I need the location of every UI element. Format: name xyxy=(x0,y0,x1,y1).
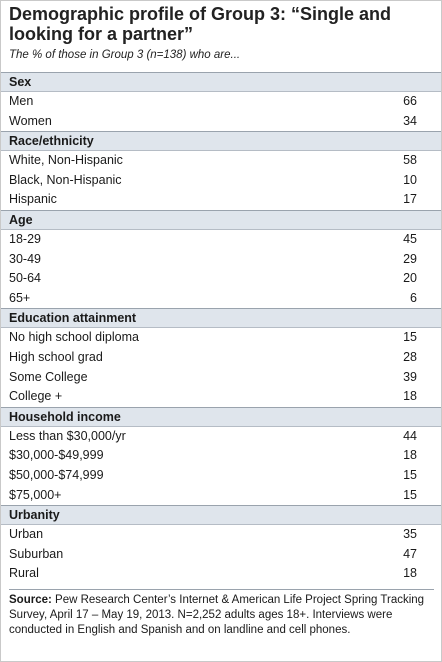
table-row: High school grad 28 xyxy=(1,348,441,368)
row-value: 18 xyxy=(403,389,417,404)
section-header: Urbanity xyxy=(1,505,441,526)
table-row: Hispanic 17 xyxy=(1,190,441,210)
table-row: 30-49 29 xyxy=(1,250,441,270)
row-label: Black, Non-Hispanic xyxy=(9,172,122,187)
row-label: Less than $30,000/yr xyxy=(9,428,126,443)
row-value: 58 xyxy=(403,153,417,168)
table-row: Black, Non-Hispanic 10 xyxy=(1,171,441,191)
row-label: 18-29 xyxy=(9,231,41,246)
table-row: Suburban 47 xyxy=(1,545,441,565)
table-row: 50-64 20 xyxy=(1,269,441,289)
chart-title: Demographic profile of Group 3: “Single … xyxy=(9,4,392,44)
table-row: $30,000-$49,999 18 xyxy=(1,446,441,466)
chart-subtitle: The % of those in Group 3 (n=138) who ar… xyxy=(9,49,241,61)
row-label: White, Non-Hispanic xyxy=(9,153,123,168)
row-value: 6 xyxy=(410,290,417,305)
table-row: Men 66 xyxy=(1,92,441,112)
row-value: 44 xyxy=(403,428,417,443)
row-value: 35 xyxy=(403,527,417,542)
row-value: 34 xyxy=(403,113,417,128)
row-value: 20 xyxy=(403,271,417,286)
row-label: College + xyxy=(9,389,63,404)
section-header: Household income xyxy=(1,406,441,427)
source-label: Source: xyxy=(9,594,52,606)
row-value: 15 xyxy=(403,467,417,482)
table-row: White, Non-Hispanic 58 xyxy=(1,151,441,171)
table-row: 18-29 45 xyxy=(1,230,441,250)
row-label: Some College xyxy=(9,369,88,384)
row-value: 28 xyxy=(403,349,417,364)
table-row: $75,000+ 15 xyxy=(1,486,441,506)
demographic-table: Sex Men 66 Women 34 Race/ethnicity White, Non-… xyxy=(1,72,441,584)
table-row: $50,000-$74,999 15 xyxy=(1,466,441,486)
row-label: Men xyxy=(9,94,34,108)
row-value: 29 xyxy=(403,251,417,266)
row-label: Hispanic xyxy=(9,192,57,207)
row-label: High school grad xyxy=(9,349,103,364)
row-value: 18 xyxy=(403,566,417,581)
table-row: Urban 35 xyxy=(1,525,441,545)
row-value: 66 xyxy=(403,94,417,108)
table-row: College + 18 xyxy=(1,387,441,407)
table-row: Less than $30,000/yr 44 xyxy=(1,427,441,447)
row-value: 15 xyxy=(403,487,417,502)
row-label: Rural xyxy=(9,566,39,581)
section-header: Age xyxy=(1,209,441,230)
row-label: $75,000+ xyxy=(9,487,62,502)
row-label: 50-64 xyxy=(9,271,41,286)
table-row: 65+ 6 xyxy=(1,289,441,309)
row-label: No high school diploma xyxy=(9,330,139,345)
row-label: $50,000-$74,999 xyxy=(9,467,104,482)
row-value: 15 xyxy=(403,330,417,345)
row-label: $30,000-$49,999 xyxy=(9,448,104,463)
row-label: Suburban xyxy=(9,546,64,561)
row-label: 65+ xyxy=(9,290,31,305)
row-value: 18 xyxy=(403,448,417,463)
source-note: Source: Pew Research Center’s Internet &… xyxy=(9,589,434,638)
section-header: Education attainment xyxy=(1,308,441,329)
row-value: 10 xyxy=(403,172,417,187)
row-label: 30-49 xyxy=(9,251,41,266)
section-header: Race/ethnicity xyxy=(1,131,441,152)
row-label: Urban xyxy=(9,527,44,542)
table-row: Some College 39 xyxy=(1,368,441,388)
row-value: 39 xyxy=(403,369,417,384)
table-row: No high school diploma 15 xyxy=(1,328,441,348)
row-value: 17 xyxy=(403,192,417,207)
section-header: Sex xyxy=(1,72,441,92)
row-label: Women xyxy=(9,113,52,128)
source-text: Pew Research Center’s Internet & America… xyxy=(9,594,425,636)
table-row: Women 34 xyxy=(1,112,441,132)
table-row: Rural 18 xyxy=(1,564,441,584)
row-value: 47 xyxy=(403,546,417,561)
row-value: 45 xyxy=(403,231,417,246)
